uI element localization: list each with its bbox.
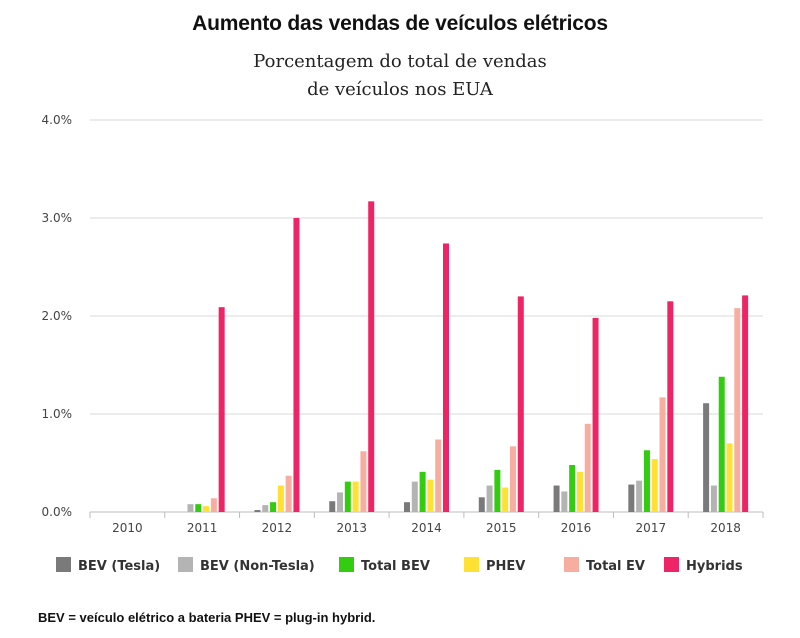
bar-bev-tesla bbox=[553, 485, 560, 512]
bar-hybrids bbox=[293, 218, 300, 512]
chart-subtitle: Porcentagem do total de vendas de veícul… bbox=[200, 48, 600, 104]
bar-hybrids bbox=[517, 296, 524, 512]
y-tick-label: 2.0% bbox=[42, 309, 73, 323]
bar-phev bbox=[576, 471, 583, 512]
subtitle-line-1: Porcentagem do total de vendas bbox=[253, 51, 547, 72]
bar-bev-non-tesla bbox=[411, 481, 418, 512]
bar-total-bev bbox=[569, 464, 576, 512]
y-tick-label: 3.0% bbox=[42, 211, 73, 225]
legend-label: PHEV bbox=[486, 559, 525, 574]
chart-title: Aumento das vendas de veículos elétricos bbox=[192, 12, 608, 35]
x-tick-label: 2010 bbox=[112, 521, 143, 535]
bar-bev-tesla bbox=[478, 497, 485, 512]
bar-chart: 0.0% 1.0% 2.0% 3.0% 4.0% 2010 2011 2012 2013 2014… bbox=[42, 113, 764, 574]
bar-total-bev bbox=[195, 504, 202, 512]
bar-bev-tesla bbox=[254, 510, 261, 512]
bar-total-ev bbox=[435, 439, 442, 512]
bar-bev-tesla bbox=[404, 502, 410, 512]
y-tick-label: 1.0% bbox=[42, 407, 73, 421]
bar-phev bbox=[352, 481, 359, 512]
bar-total-ev bbox=[659, 397, 666, 512]
subtitle-line-2: de veículos nos EUA bbox=[307, 79, 493, 100]
x-tick-label: 2014 bbox=[411, 521, 442, 535]
legend-label: Hybrids bbox=[686, 559, 743, 574]
legend-swatch bbox=[464, 557, 479, 572]
bar-total-ev bbox=[360, 451, 367, 512]
legend-label: Total BEV bbox=[361, 559, 430, 574]
bar-phev bbox=[203, 506, 210, 512]
bar-hybrids bbox=[443, 243, 449, 513]
legend-label: BEV (Tesla) bbox=[78, 559, 160, 574]
bar-total-ev bbox=[210, 498, 217, 512]
legend-swatch bbox=[564, 557, 579, 572]
bar-total-bev bbox=[718, 376, 725, 512]
bar-phev bbox=[427, 479, 434, 512]
bar-phev bbox=[726, 443, 733, 512]
legend-swatch bbox=[339, 557, 354, 572]
legend-swatch bbox=[56, 557, 71, 572]
bar-phev bbox=[277, 485, 284, 512]
bar-bev-non-tesla bbox=[561, 491, 568, 512]
bar-total-bev bbox=[643, 450, 650, 512]
x-tick-label: 2013 bbox=[336, 521, 367, 535]
bar-total-ev bbox=[285, 475, 292, 512]
bar-total-bev bbox=[494, 469, 501, 512]
bar-bev-tesla bbox=[329, 501, 336, 512]
bar-phev bbox=[502, 487, 509, 512]
legend-label: BEV (Non-Tesla) bbox=[200, 559, 315, 574]
bar-bev-tesla bbox=[703, 403, 710, 512]
y-tick-label: 0.0% bbox=[42, 505, 73, 519]
bar-total-ev bbox=[734, 308, 741, 512]
bar-bev-non-tesla bbox=[636, 480, 643, 512]
x-tick-label: 2011 bbox=[187, 521, 218, 535]
footnote: BEV = veículo elétrico a bateria PHEV = … bbox=[38, 610, 376, 625]
legend-swatch bbox=[664, 557, 679, 572]
bar-hybrids bbox=[742, 295, 749, 512]
bar-hybrids bbox=[368, 201, 375, 512]
bar-hybrids bbox=[667, 301, 674, 512]
y-tick-label: 4.0% bbox=[42, 113, 73, 127]
legend-label: Total EV bbox=[586, 559, 645, 574]
bar-bev-non-tesla bbox=[710, 485, 717, 512]
bar-bev-tesla bbox=[628, 484, 635, 512]
bar-hybrids bbox=[592, 317, 599, 512]
x-tick-label: 2015 bbox=[486, 521, 517, 535]
bar-bev-non-tesla bbox=[486, 485, 493, 512]
bar-hybrids bbox=[218, 307, 225, 512]
bar-total-bev bbox=[344, 481, 351, 512]
bar-total-bev bbox=[419, 471, 426, 512]
bar-bev-non-tesla bbox=[262, 505, 269, 512]
bar-total-bev bbox=[270, 502, 277, 512]
bar-bev-non-tesla bbox=[187, 504, 194, 512]
x-tick-label: 2016 bbox=[561, 521, 592, 535]
bar-total-ev bbox=[509, 446, 516, 512]
bar-total-ev bbox=[584, 423, 591, 512]
bar-bev-non-tesla bbox=[337, 492, 344, 512]
x-tick-label: 2012 bbox=[262, 521, 293, 535]
x-tick-label: 2018 bbox=[710, 521, 741, 535]
x-tick-label: 2017 bbox=[636, 521, 667, 535]
bar-phev bbox=[651, 459, 658, 512]
legend-swatch bbox=[178, 557, 193, 572]
